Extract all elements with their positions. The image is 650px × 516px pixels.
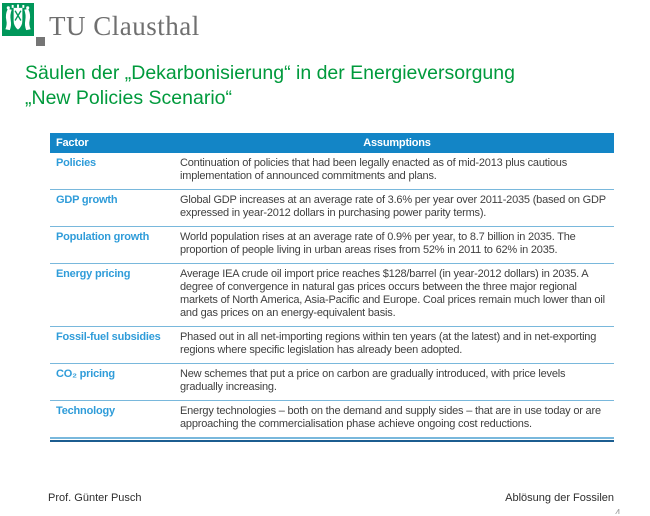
assumptions-table: Factor Assumptions Policies Continuation… bbox=[50, 133, 614, 442]
slide-title: Säulen der „Dekarbonisierung“ in der Ene… bbox=[25, 61, 640, 111]
slide-title-line1: Säulen der „Dekarbonisierung“ in der Ene… bbox=[25, 62, 515, 84]
table-header-row: Factor Assumptions bbox=[50, 133, 614, 153]
factor-label: Population growth bbox=[56, 231, 150, 243]
institution-name: TU Clausthal bbox=[49, 11, 200, 41]
table-row-policies: Policies Continuation of policies that h… bbox=[50, 153, 614, 190]
column-header-factor: Factor bbox=[56, 136, 89, 149]
table-row-population-growth: Population growth World population rises… bbox=[50, 227, 614, 264]
table-row-gdp-growth: GDP growth Global GDP increases at an av… bbox=[50, 190, 614, 227]
page-number-remnant: 4 bbox=[615, 509, 621, 514]
table-bottom-rule-light bbox=[50, 438, 614, 439]
factor-label: GDP growth bbox=[56, 194, 118, 206]
assumption-text: New schemes that put a price on carbon a… bbox=[180, 368, 566, 393]
logo-accent-square bbox=[36, 37, 45, 46]
assumption-text: Phased out in all net-importing regions … bbox=[180, 331, 597, 356]
footer-author: Prof. Günter Pusch bbox=[48, 492, 142, 504]
factor-label: Policies bbox=[56, 157, 96, 169]
slide-title-line2: „New Policies Scenario“ bbox=[25, 87, 232, 109]
tu-clausthal-logo bbox=[2, 3, 34, 36]
table-bottom-rule-dark bbox=[50, 440, 614, 442]
mining-crest-icon bbox=[2, 3, 34, 36]
factor-label: CO₂ pricing bbox=[56, 368, 115, 380]
footer-topic: Ablösung der Fossilen bbox=[505, 492, 614, 504]
factor-label: Energy pricing bbox=[56, 268, 131, 280]
table-row-fossil-fuel-subsidies: Fossil-fuel subsidies Phased out in all … bbox=[50, 327, 614, 364]
factor-label: Fossil-fuel subsidies bbox=[56, 331, 161, 343]
assumption-text: Energy technologies – both on the demand… bbox=[180, 405, 601, 430]
table-row-co2-pricing: CO₂ pricing New schemes that put a price… bbox=[50, 364, 614, 401]
factor-label: Technology bbox=[56, 405, 115, 417]
column-header-assumptions: Assumptions bbox=[363, 136, 431, 149]
assumption-text: Continuation of policies that had been l… bbox=[180, 157, 568, 182]
assumption-text: Average IEA crude oil import price reach… bbox=[180, 268, 605, 319]
table-row-technology: Technology Energy technologies – both on… bbox=[50, 401, 614, 438]
assumption-text: Global GDP increases at an average rate … bbox=[180, 194, 606, 219]
assumption-text: World population rises at an average rat… bbox=[180, 231, 576, 256]
table-row-energy-pricing: Energy pricing Average IEA crude oil imp… bbox=[50, 264, 614, 327]
